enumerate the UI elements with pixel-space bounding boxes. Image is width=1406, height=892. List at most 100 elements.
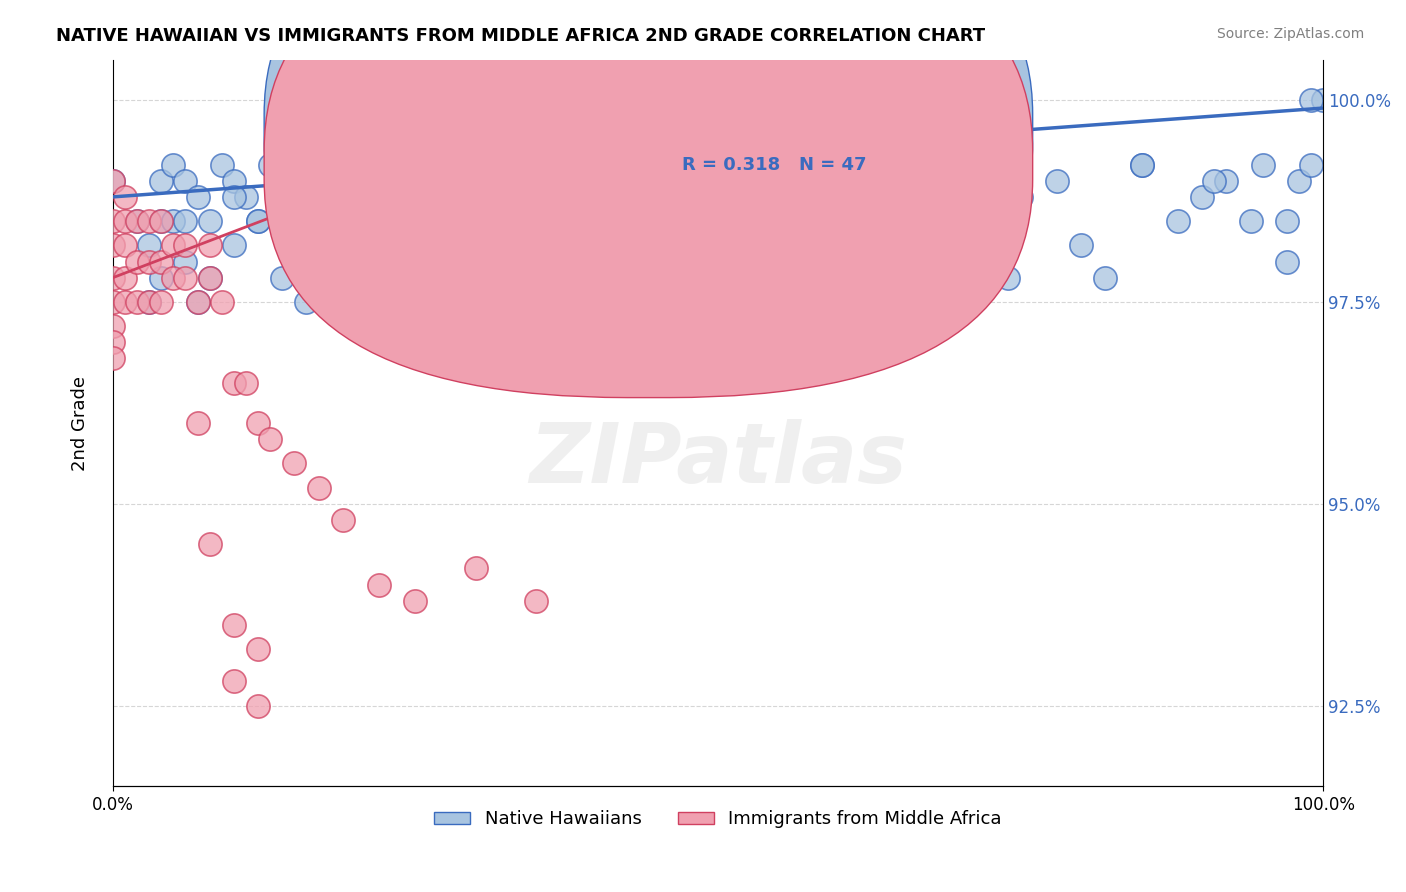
Point bbox=[949, 174, 972, 188]
Point bbox=[1299, 158, 1322, 172]
Point bbox=[900, 214, 922, 228]
Point bbox=[174, 254, 197, 268]
Point bbox=[150, 254, 173, 268]
Point bbox=[465, 190, 488, 204]
Point bbox=[537, 214, 560, 228]
Point bbox=[247, 416, 270, 430]
Point bbox=[283, 174, 305, 188]
Point bbox=[610, 270, 633, 285]
Point bbox=[392, 214, 415, 228]
Point bbox=[187, 190, 209, 204]
Point bbox=[731, 270, 754, 285]
Point bbox=[368, 294, 391, 309]
Point bbox=[101, 238, 124, 252]
Point bbox=[804, 238, 827, 252]
Point bbox=[283, 457, 305, 471]
Point bbox=[222, 238, 245, 252]
Point bbox=[247, 642, 270, 657]
Point bbox=[561, 174, 583, 188]
Point bbox=[465, 561, 488, 575]
Point bbox=[247, 214, 270, 228]
Text: R = 0.350   N = 115: R = 0.350 N = 115 bbox=[682, 120, 879, 137]
Point bbox=[198, 270, 221, 285]
Point bbox=[319, 158, 342, 172]
Point bbox=[839, 270, 862, 285]
Point bbox=[138, 214, 160, 228]
Point bbox=[271, 270, 294, 285]
Point bbox=[1275, 254, 1298, 268]
Point bbox=[828, 174, 851, 188]
Point bbox=[779, 190, 801, 204]
Point bbox=[114, 214, 136, 228]
Point bbox=[682, 158, 704, 172]
Point bbox=[852, 270, 875, 285]
Point bbox=[101, 174, 124, 188]
Text: ZIPatlas: ZIPatlas bbox=[529, 419, 907, 500]
Point bbox=[404, 158, 426, 172]
Point bbox=[271, 158, 294, 172]
Point bbox=[198, 270, 221, 285]
Point bbox=[973, 238, 995, 252]
FancyBboxPatch shape bbox=[264, 0, 1032, 361]
Point bbox=[174, 238, 197, 252]
Point bbox=[101, 270, 124, 285]
Point bbox=[235, 376, 257, 390]
Legend: Native Hawaiians, Immigrants from Middle Africa: Native Hawaiians, Immigrants from Middle… bbox=[427, 803, 1010, 836]
Point bbox=[1215, 174, 1237, 188]
Point bbox=[101, 174, 124, 188]
Point bbox=[101, 351, 124, 366]
FancyBboxPatch shape bbox=[603, 96, 955, 198]
Point bbox=[308, 481, 330, 495]
Point bbox=[465, 190, 488, 204]
Point bbox=[526, 254, 548, 268]
Point bbox=[247, 214, 270, 228]
Point bbox=[1239, 214, 1261, 228]
Point bbox=[1130, 158, 1153, 172]
Point bbox=[755, 214, 778, 228]
Point bbox=[682, 214, 704, 228]
Point bbox=[416, 270, 439, 285]
Point bbox=[198, 238, 221, 252]
Point bbox=[804, 214, 827, 228]
Point bbox=[101, 319, 124, 334]
Point bbox=[610, 190, 633, 204]
Point bbox=[211, 294, 233, 309]
Point bbox=[707, 270, 730, 285]
Point bbox=[101, 335, 124, 350]
Point bbox=[392, 270, 415, 285]
Point bbox=[187, 416, 209, 430]
Point bbox=[513, 158, 536, 172]
Point bbox=[125, 254, 148, 268]
Point bbox=[101, 294, 124, 309]
Point bbox=[319, 174, 342, 188]
Point bbox=[114, 294, 136, 309]
Point bbox=[440, 214, 463, 228]
Point bbox=[973, 214, 995, 228]
Point bbox=[1299, 93, 1322, 107]
Point bbox=[925, 270, 948, 285]
Point bbox=[308, 214, 330, 228]
Point bbox=[368, 577, 391, 591]
Point bbox=[1070, 238, 1092, 252]
Point bbox=[586, 270, 609, 285]
Point bbox=[222, 674, 245, 689]
Point bbox=[187, 294, 209, 309]
Point bbox=[162, 158, 184, 172]
Point bbox=[671, 254, 693, 268]
Point bbox=[658, 214, 681, 228]
Point bbox=[1312, 93, 1334, 107]
Point bbox=[586, 238, 609, 252]
Point bbox=[101, 214, 124, 228]
Point bbox=[768, 174, 790, 188]
Point bbox=[828, 190, 851, 204]
Point bbox=[1204, 174, 1226, 188]
Text: R = 0.318   N = 47: R = 0.318 N = 47 bbox=[682, 156, 866, 174]
Point bbox=[174, 270, 197, 285]
Point bbox=[138, 294, 160, 309]
Text: Source: ZipAtlas.com: Source: ZipAtlas.com bbox=[1216, 27, 1364, 41]
Point bbox=[150, 270, 173, 285]
Point bbox=[125, 214, 148, 228]
Point bbox=[343, 238, 366, 252]
Point bbox=[138, 238, 160, 252]
Point bbox=[1191, 190, 1213, 204]
